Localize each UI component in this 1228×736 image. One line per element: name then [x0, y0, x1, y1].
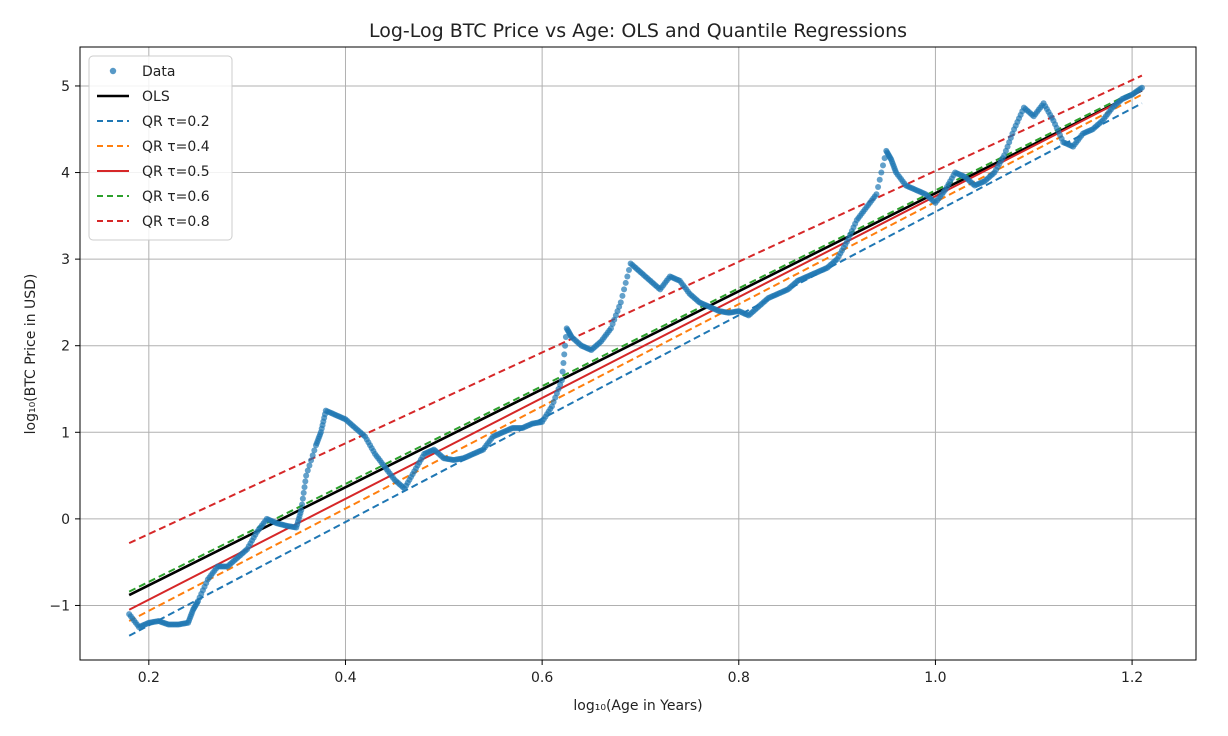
- data-point: [561, 351, 568, 358]
- regression-line: [128, 89, 1143, 611]
- x-tick-label: 0.4: [334, 670, 356, 686]
- data-point: [873, 191, 880, 198]
- legend-label: QR τ=0.6: [142, 189, 210, 205]
- data-point: [875, 183, 882, 190]
- y-tick-label: −1: [49, 598, 70, 614]
- x-tick-label: 0.8: [728, 670, 750, 686]
- legend-label: OLS: [142, 89, 170, 105]
- data-point: [301, 484, 308, 491]
- data-point: [621, 286, 628, 293]
- data-point: [308, 457, 315, 464]
- x-tick-label: 0.6: [531, 670, 553, 686]
- data-point: [617, 299, 624, 306]
- legend-label: QR τ=0.5: [142, 164, 210, 180]
- data-point: [619, 292, 626, 299]
- data-points: [126, 84, 1145, 631]
- data-point: [878, 169, 885, 176]
- data-point: [624, 273, 631, 280]
- legend-label: QR τ=0.8: [142, 214, 210, 230]
- y-tick-label: 2: [61, 339, 70, 355]
- data-point: [303, 472, 310, 479]
- data-point: [622, 279, 629, 286]
- x-tick-label: 0.2: [138, 670, 160, 686]
- x-tick-label: 1.0: [924, 670, 946, 686]
- regression-line: [128, 74, 1143, 545]
- y-tick-label: 4: [61, 166, 70, 182]
- chart-title: Log-Log BTC Price vs Age: OLS and Quanti…: [369, 20, 907, 42]
- data-point: [298, 507, 305, 514]
- legend-label: QR τ=0.4: [142, 139, 210, 155]
- x-tick-label: 1.2: [1121, 670, 1143, 686]
- legend-marker: [109, 67, 117, 75]
- data-point: [299, 495, 306, 502]
- plot-frame: [79, 46, 1197, 661]
- y-tick-label: 5: [61, 79, 70, 95]
- data-point: [559, 368, 566, 375]
- data-point: [304, 467, 311, 474]
- data-point: [302, 478, 309, 485]
- data-point: [1138, 84, 1145, 91]
- grid: [80, 47, 1196, 660]
- data-point: [309, 452, 316, 459]
- y-axis-label: log₁₀(BTC Price in USD): [23, 274, 39, 435]
- regression-line: [128, 89, 1143, 597]
- data-point: [300, 489, 307, 496]
- regression-line: [128, 102, 1143, 637]
- y-tick-label: 1: [61, 425, 70, 441]
- legend: Data OLS QR τ=0.2 QR τ=0.4 QR τ=0.5 QR τ=0.6 Q…: [88, 55, 233, 241]
- data-point: [306, 462, 313, 469]
- x-axis-label: log₁₀(Age in Years): [573, 698, 702, 714]
- regression-line: [128, 86, 1143, 593]
- data-point: [558, 377, 565, 384]
- data-point: [311, 447, 318, 454]
- data-point: [625, 266, 632, 273]
- data-point: [299, 501, 306, 508]
- data-point: [562, 342, 569, 349]
- data-point: [876, 176, 883, 183]
- regression-lines: [128, 74, 1143, 637]
- legend-label: Data: [142, 64, 175, 80]
- legend-box: [88, 55, 233, 241]
- y-tick-label: 3: [61, 252, 70, 268]
- data-point: [560, 360, 567, 367]
- legend-label: QR τ=0.2: [142, 114, 210, 130]
- y-tick-label: 0: [61, 512, 70, 528]
- axis-ticks: 0.2 0.4 0.6 0.8 1.0 1.2 −1 0 1 2 3 4 5: [49, 79, 1143, 686]
- data-point: [879, 162, 886, 169]
